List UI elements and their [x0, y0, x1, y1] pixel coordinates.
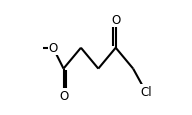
Text: Cl: Cl — [140, 86, 152, 98]
Text: O: O — [111, 14, 120, 27]
Text: O: O — [48, 42, 58, 55]
Text: O: O — [59, 89, 68, 102]
